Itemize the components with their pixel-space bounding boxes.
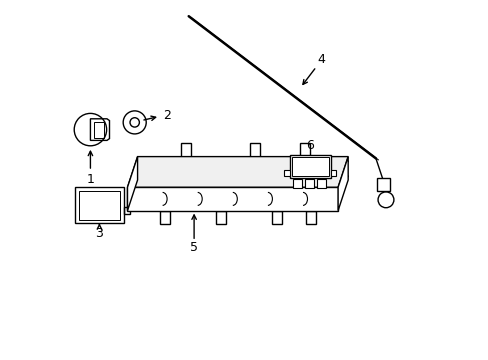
- Bar: [79, 191, 120, 220]
- Polygon shape: [181, 143, 191, 157]
- Polygon shape: [284, 170, 289, 176]
- Bar: [292, 179, 302, 188]
- Polygon shape: [249, 143, 259, 157]
- Bar: [305, 179, 314, 188]
- Polygon shape: [216, 211, 225, 224]
- Text: 4: 4: [317, 53, 325, 66]
- Bar: [75, 187, 123, 223]
- Polygon shape: [337, 157, 347, 211]
- Text: 3: 3: [95, 227, 103, 240]
- Text: 5: 5: [190, 241, 198, 254]
- Text: 6: 6: [306, 139, 314, 152]
- Polygon shape: [299, 143, 309, 157]
- Text: 1: 1: [86, 173, 94, 186]
- Polygon shape: [127, 187, 337, 211]
- Text: 2: 2: [163, 109, 171, 122]
- Polygon shape: [127, 157, 347, 187]
- Bar: [289, 155, 330, 178]
- Polygon shape: [330, 170, 336, 176]
- Bar: [376, 178, 389, 191]
- Bar: [291, 157, 328, 176]
- Bar: [316, 179, 325, 188]
- Polygon shape: [160, 211, 170, 224]
- Polygon shape: [271, 211, 282, 224]
- Polygon shape: [305, 211, 316, 224]
- Bar: [94, 122, 104, 138]
- Polygon shape: [127, 157, 137, 211]
